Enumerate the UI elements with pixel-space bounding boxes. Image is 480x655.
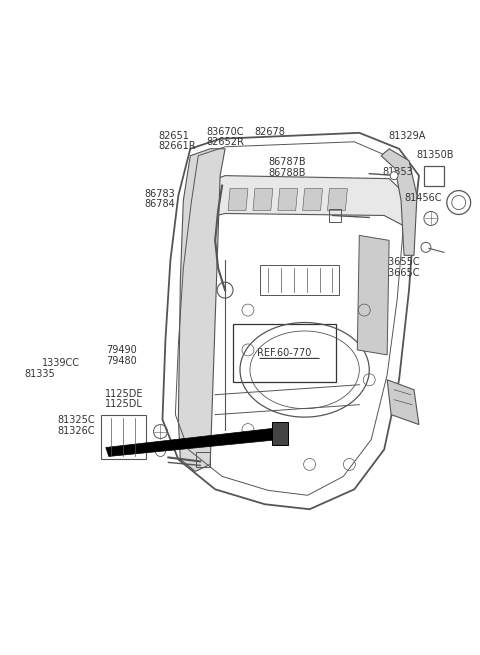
Text: 83655C: 83655C: [382, 257, 420, 267]
Text: 1339CC: 1339CC: [42, 358, 80, 368]
Polygon shape: [278, 189, 298, 210]
Polygon shape: [302, 189, 323, 210]
Text: 81335: 81335: [24, 369, 55, 379]
Text: 86787B: 86787B: [269, 157, 306, 168]
Circle shape: [390, 172, 398, 179]
Text: 81326C: 81326C: [58, 426, 95, 436]
Text: 81456C: 81456C: [405, 193, 442, 203]
Text: REF.60-770: REF.60-770: [254, 348, 309, 358]
Polygon shape: [272, 422, 288, 445]
Text: 82651: 82651: [159, 132, 190, 141]
Polygon shape: [106, 428, 280, 457]
Polygon shape: [179, 149, 225, 472]
Text: 81329A: 81329A: [388, 132, 425, 141]
Text: 81353: 81353: [382, 167, 413, 178]
Polygon shape: [357, 235, 389, 355]
Text: 81350B: 81350B: [417, 149, 454, 160]
Text: 82652R: 82652R: [206, 137, 244, 147]
Text: 79480: 79480: [107, 356, 137, 365]
Text: 81325C: 81325C: [58, 415, 96, 425]
Text: 83670C: 83670C: [206, 127, 244, 137]
Text: 82678: 82678: [254, 127, 285, 137]
Polygon shape: [228, 189, 248, 210]
Polygon shape: [387, 380, 419, 424]
Polygon shape: [253, 189, 273, 210]
Polygon shape: [381, 149, 417, 255]
Text: 1125DE: 1125DE: [106, 389, 144, 399]
Text: 86788B: 86788B: [269, 168, 306, 178]
Polygon shape: [196, 176, 407, 225]
Text: 83665C: 83665C: [382, 268, 420, 278]
Text: 1125DL: 1125DL: [106, 400, 144, 409]
Text: 86784: 86784: [144, 199, 175, 209]
Polygon shape: [327, 189, 348, 210]
Text: REF.60-770: REF.60-770: [257, 348, 312, 358]
Text: 82661R: 82661R: [159, 141, 196, 151]
Text: 79490: 79490: [107, 345, 137, 355]
Text: 86783: 86783: [144, 189, 175, 199]
